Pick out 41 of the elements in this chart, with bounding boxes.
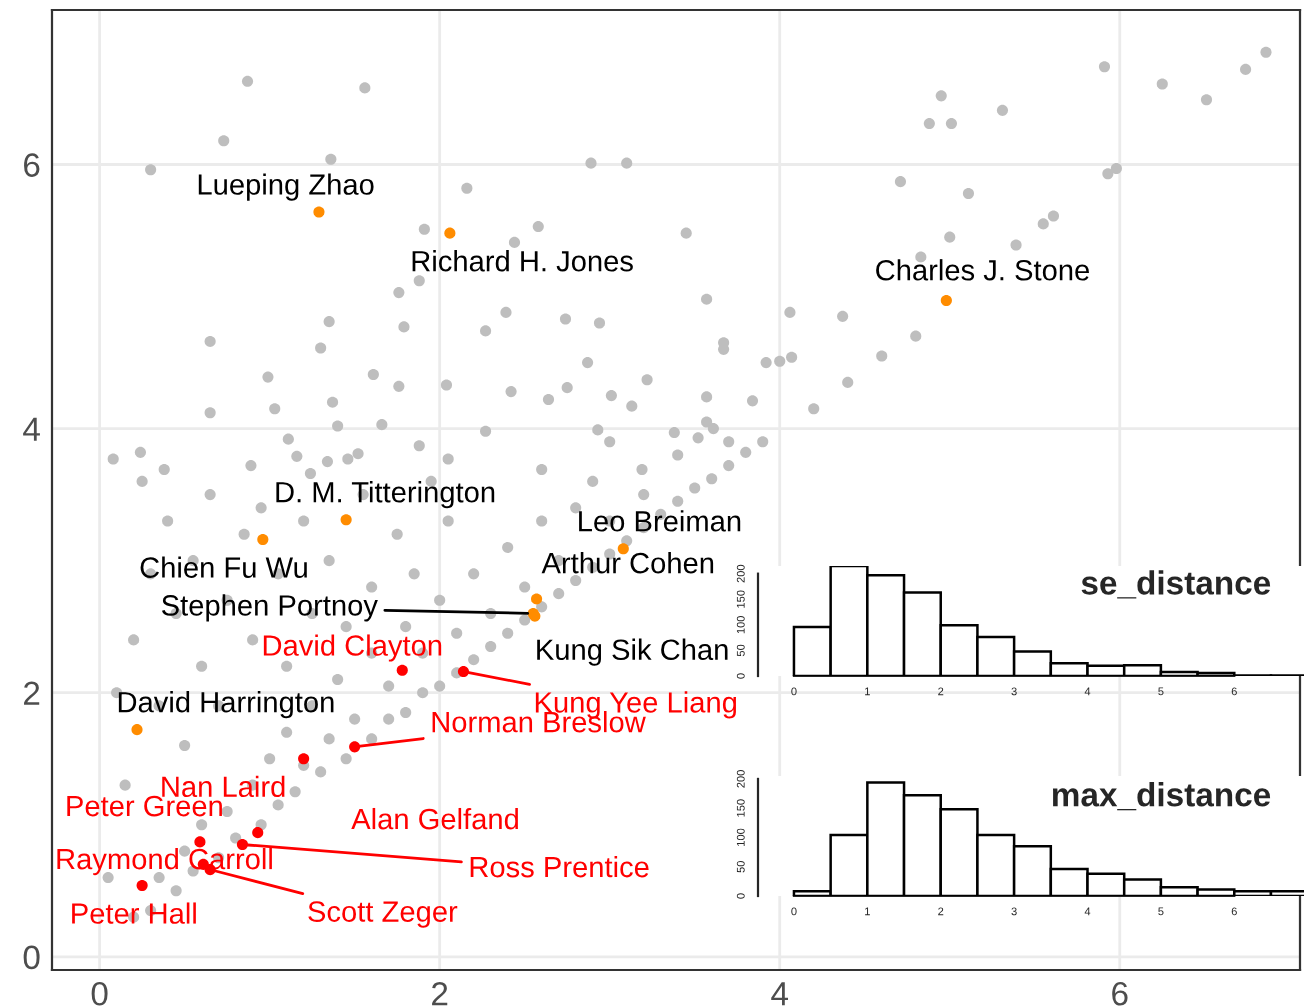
annotation: D. M. Titterington — [276, 481, 495, 509]
annotation: Charles J. Stone — [876, 259, 1089, 281]
y-tick-label: 6 — [24, 153, 40, 177]
point — [131, 724, 143, 736]
point — [252, 827, 264, 839]
x-tick-label: 2 — [432, 981, 448, 1006]
y-tick-label: 4 — [23, 417, 40, 441]
point — [298, 753, 310, 765]
annotation: David Clayton — [263, 634, 442, 662]
point — [313, 206, 325, 218]
x-tick-label: 0 — [91, 981, 108, 1006]
point — [194, 836, 206, 848]
annotation: Lueping Zhao — [198, 173, 374, 201]
annotation: Alan Gelfand — [351, 807, 518, 830]
x-tick-label: 4 — [771, 982, 789, 1006]
point — [136, 879, 148, 892]
annotation: Nan Laird — [162, 775, 285, 798]
point — [444, 227, 456, 239]
annotation: Arthur Cohen — [541, 552, 714, 574]
x-tick-label: 6 — [1112, 981, 1128, 1006]
point — [349, 741, 361, 753]
annotation: David Harrington — [118, 691, 334, 719]
annotation: Richard H. Jones — [412, 250, 633, 272]
chart-title: se_distance — [1081, 570, 1271, 599]
annotation: Ross Prentice — [470, 855, 649, 878]
annotation: Stephen Portnoy — [161, 594, 378, 622]
point — [940, 294, 952, 307]
annotation: Chien Fu Wu — [140, 556, 307, 578]
point — [340, 514, 352, 526]
point — [257, 533, 269, 546]
point — [457, 666, 470, 678]
point — [396, 664, 408, 676]
annotation: Peter Green — [67, 795, 222, 817]
annotation: Leo Breiman — [579, 510, 741, 532]
point — [531, 593, 543, 605]
point — [617, 543, 629, 555]
annotation: Kung Sik Chan — [537, 638, 728, 666]
chart-title: max_distance — [1052, 782, 1271, 811]
annotation: Peter Hall — [72, 902, 196, 924]
annotation: Scott Zeger — [308, 901, 458, 928]
y-tick-label: 0 — [23, 945, 40, 970]
